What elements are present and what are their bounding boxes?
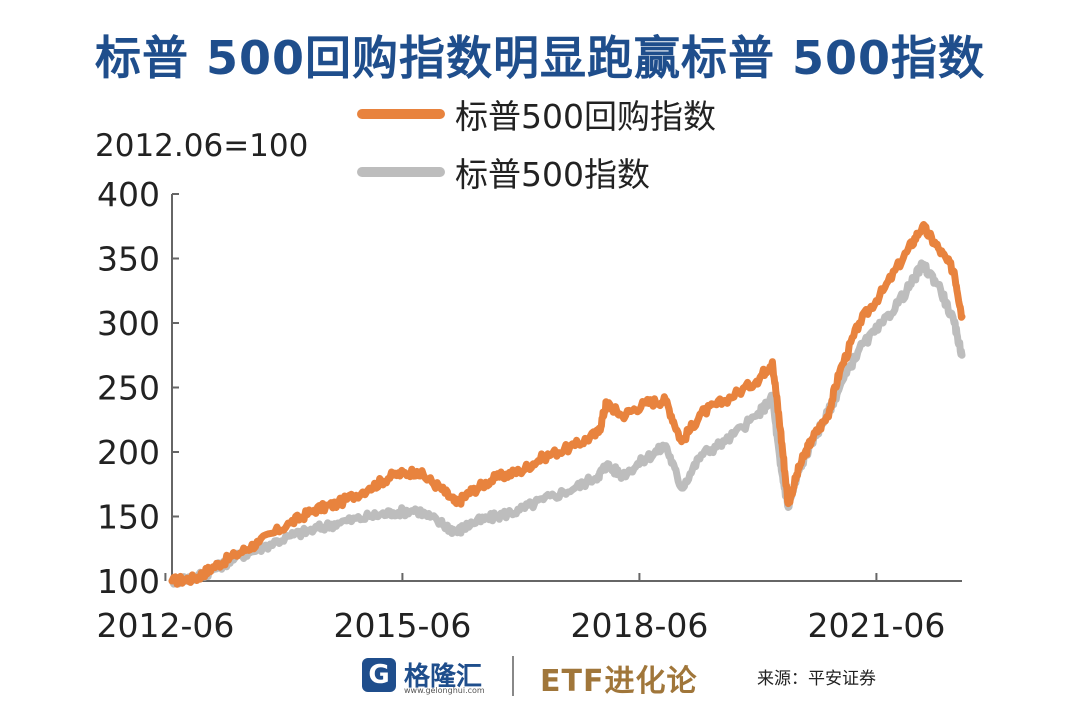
- footer: G 格隆汇 www.gelonghui.com ETF进化论 来源：平安证券: [0, 650, 1080, 700]
- y-tick-label: 350: [97, 240, 160, 279]
- legend-item-sp500: 标普500指数: [357, 150, 650, 194]
- y-tick-label: 150: [97, 498, 160, 537]
- legend-label-buyback: 标普500回购指数: [455, 97, 716, 136]
- logo-name: 格隆汇: [404, 662, 483, 692]
- y-tick-label: 100: [97, 562, 160, 601]
- y-tick-label: 250: [97, 369, 160, 408]
- x-tick-label: 2018-06: [570, 606, 708, 645]
- x-tick-label: 2012-06: [96, 606, 234, 645]
- chart-title: 标普 500回购指数明显跑赢标普 500指数: [94, 31, 986, 85]
- legend-swatch-sp500: [357, 167, 445, 177]
- series-layer: [168, 221, 966, 588]
- line-chart: 100 150 200 250 300 350 400 2012-06 2015-06 2018-…: [96, 175, 966, 645]
- series-line-sp500: [168, 259, 966, 588]
- gelonghui-logo-icon: G: [362, 658, 396, 692]
- source-note: 来源：平安证券: [757, 669, 876, 689]
- tick-labels: 100 150 200 250 300 350 400 2012-06 2015-06 2018-…: [96, 175, 945, 645]
- logo-url: www.gelonghui.com: [404, 686, 485, 695]
- series-line-buyback: [168, 221, 966, 588]
- legend-item-buyback: 标普500回购指数: [357, 92, 716, 136]
- legend-label-sp500: 标普500指数: [455, 155, 650, 194]
- x-tick-label: 2021-06: [807, 606, 945, 645]
- y-tick-label: 200: [97, 433, 160, 472]
- footer-divider: [512, 656, 514, 696]
- base-note: 2012.06=100: [95, 128, 309, 164]
- axes: [164, 193, 962, 582]
- y-tick-label: 300: [97, 304, 160, 343]
- x-tick-label: 2015-06: [333, 606, 471, 645]
- legend-swatch-buyback: [357, 109, 445, 119]
- y-tick-label: 400: [97, 175, 160, 214]
- etf-brand: ETF进化论: [540, 664, 698, 699]
